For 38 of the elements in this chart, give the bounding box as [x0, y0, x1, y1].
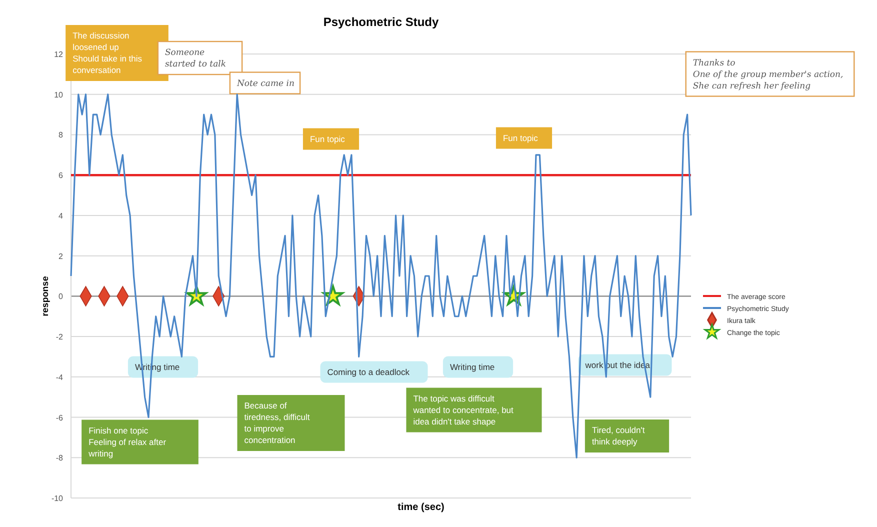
note-card: Coming to a deadlock [320, 361, 428, 383]
note-card: Note came in [229, 72, 301, 94]
annotation: Someone started to talk [164, 48, 226, 70]
y-tick-label: -10 [51, 494, 64, 503]
y-tick-label: 10 [54, 90, 64, 100]
note-card: Tired, couldn't think deeply [584, 420, 670, 452]
line-series [70, 94, 692, 458]
annotation: Writing time [450, 362, 495, 372]
y-tick-label: -8 [56, 454, 64, 463]
y-tick-label: -2 [56, 332, 64, 342]
note-card: Fun topic [302, 128, 360, 150]
annotation: Finish one topic Feeling of relax after writing [88, 425, 166, 458]
note-card: Thanks to One of the group member's action, She can refresh her feeling [685, 51, 855, 97]
y-tick-label: 6 [58, 171, 64, 180]
y-tick-label: 2 [58, 252, 64, 261]
y-tick-label: -6 [56, 413, 64, 422]
y-tick-label: -4 [56, 372, 64, 382]
note-card: Writing time [442, 356, 514, 378]
annotation: Because of tiredness, difficult to improve concentration [244, 400, 310, 445]
annotation: Fun topic [310, 134, 346, 144]
note-card: Because of tiredness, difficult to improve concentration [237, 395, 345, 451]
note-card: Fun topic [496, 127, 552, 149]
y-tick-label: 4 [58, 211, 64, 220]
annotation: Fun topic [502, 132, 539, 143]
x-axis-title: time (sec) [398, 502, 444, 513]
note-card: Finish one topic Feeling of relax after writing [82, 420, 198, 464]
annotation: The discussion loosened up Should take in this conversation [72, 30, 142, 75]
annotation: Coming to a deadlock [327, 366, 410, 377]
note-card: Someone started to talk [157, 40, 243, 76]
annotation: The topic was difficult wanted to concentrate, but idea didn't take shape [412, 393, 514, 426]
y-tick-label: 8 [58, 130, 64, 140]
annotation: Tired, couldn't think deeply [592, 425, 646, 446]
y-axis-title: response [40, 276, 50, 316]
annotation: Note came in [236, 78, 294, 89]
note-card: The topic was difficult wanted to concentrate, but idea didn't take shape [406, 388, 542, 432]
y-tick-label: 12 [54, 50, 64, 59]
y-tick-label: 0 [58, 292, 64, 302]
chart-title: Psychometric Study [323, 15, 440, 29]
